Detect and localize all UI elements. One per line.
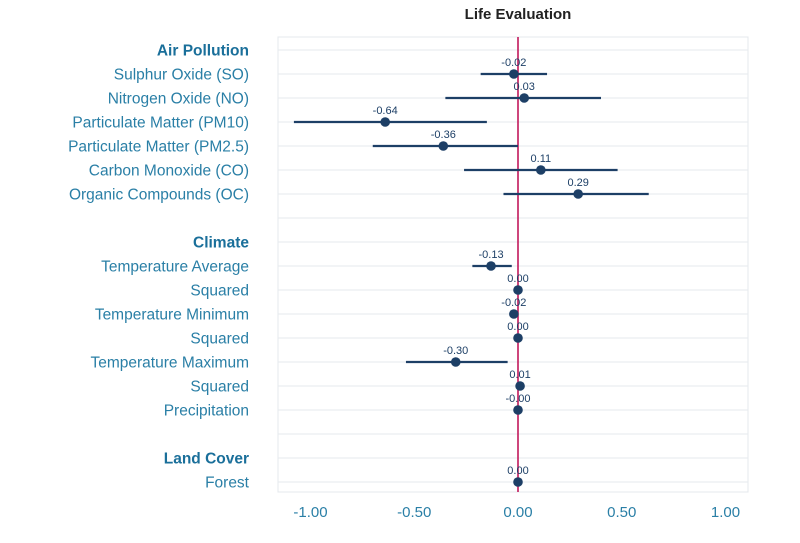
category-label: Carbon Monoxide (CO): [89, 163, 249, 180]
estimate-point: [513, 405, 523, 415]
category-label: Particulate Matter (PM10): [72, 115, 249, 132]
value-label: 0.00: [507, 465, 528, 477]
value-label: -0.02: [501, 297, 526, 309]
value-label: 0.29: [567, 177, 588, 189]
category-label: Temperature Minimum: [95, 307, 249, 324]
value-label: -0.36: [431, 129, 456, 141]
x-tick-label: 0.50: [607, 504, 636, 521]
category-label: Squared: [190, 331, 249, 348]
value-label: 0.00: [507, 273, 528, 285]
value-label: 0.03: [514, 81, 535, 93]
group-header: Land Cover: [164, 451, 249, 468]
value-label: -0.13: [478, 249, 503, 261]
category-label: Sulphur Oxide (SO): [114, 67, 249, 84]
estimate-point: [509, 69, 519, 79]
chart-title: Life Evaluation: [465, 6, 572, 23]
estimate-point: [513, 285, 523, 295]
estimate-point: [438, 141, 449, 151]
category-label: Forest: [205, 475, 250, 492]
group-header: Climate: [193, 235, 249, 252]
group-header: Air Pollution: [157, 43, 249, 60]
estimate-point: [536, 165, 546, 175]
estimate-point: [519, 93, 530, 103]
x-tick-label: 0.00: [503, 504, 532, 521]
estimate-point: [515, 381, 525, 391]
category-label: Organic Compounds (OC): [69, 187, 249, 204]
value-label: -0.00: [505, 393, 530, 405]
category-label: Precipitation: [164, 403, 249, 420]
x-tick-label: -0.50: [397, 504, 431, 521]
category-label: Squared: [190, 283, 249, 300]
category-label: Nitrogen Oxide (NO): [108, 91, 249, 108]
category-label: Squared: [190, 379, 249, 396]
estimate-point: [509, 309, 519, 319]
estimate-point: [573, 189, 583, 199]
x-tick-label: 1.00: [711, 504, 740, 521]
estimate-point: [513, 477, 523, 487]
category-label: Particulate Matter (PM2.5): [68, 139, 249, 156]
value-label: 0.00: [507, 321, 528, 333]
category-label: Temperature Average: [101, 259, 249, 276]
category-label: Temperature Maximum: [91, 355, 250, 372]
estimate-point: [450, 357, 461, 367]
value-label: -0.02: [501, 57, 526, 69]
plot-panel: [277, 36, 749, 493]
estimate-point: [513, 333, 523, 343]
x-tick-label: -1.00: [293, 504, 327, 521]
value-label: 0.11: [531, 153, 552, 165]
value-label: -0.64: [373, 105, 398, 117]
value-label: 0.01: [509, 369, 530, 381]
estimate-point: [486, 261, 496, 271]
value-label: -0.30: [443, 345, 468, 357]
estimate-point: [380, 117, 391, 127]
